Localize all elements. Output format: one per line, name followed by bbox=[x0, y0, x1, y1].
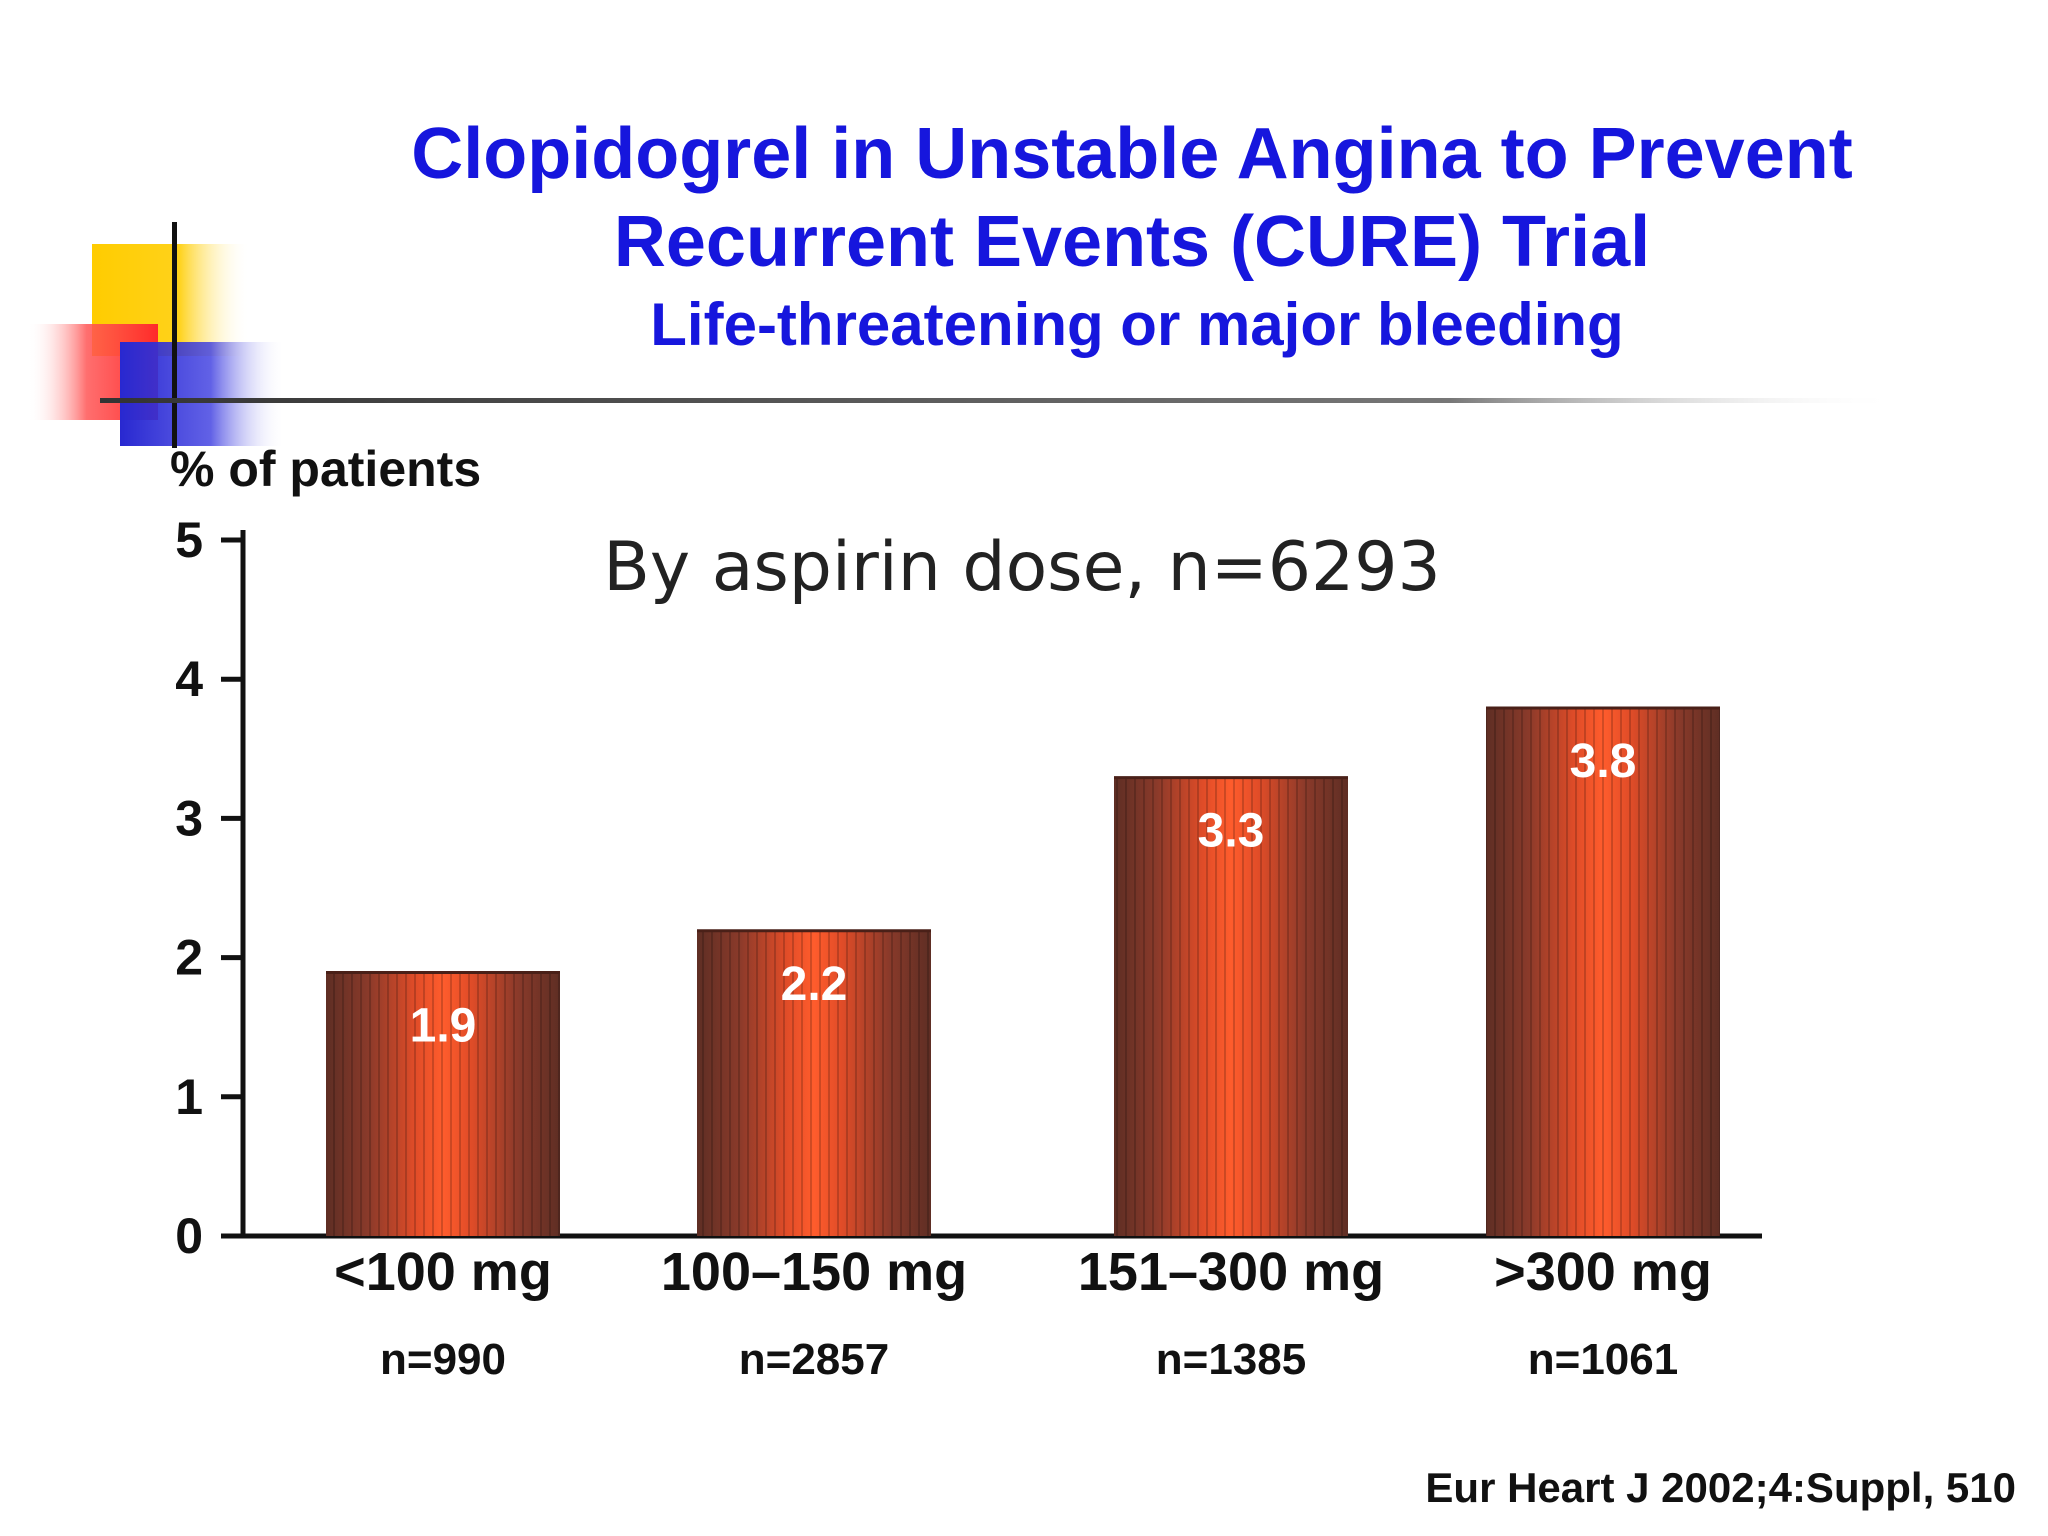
y-axis-label: % of patients bbox=[170, 441, 481, 497]
slide-title-line1: Clopidogrel in Unstable Angina to Preven… bbox=[411, 114, 1852, 194]
bar-texture bbox=[697, 929, 931, 1236]
x-category-label: 100–150 mg bbox=[661, 1242, 967, 1302]
citation: Eur Heart J 2002;4:Suppl, 510 bbox=[1425, 1464, 2016, 1511]
slide-title-line2: Recurrent Events (CURE) Trial bbox=[614, 202, 1650, 282]
bar-data-label: 2.2 bbox=[781, 958, 848, 1011]
x-sample-size-label: n=1385 bbox=[1156, 1335, 1306, 1384]
x-category-label: >300 mg bbox=[1494, 1242, 1712, 1302]
decorative-squares-icon bbox=[28, 222, 285, 448]
y-tick-label: 3 bbox=[175, 790, 203, 846]
y-axis-ticks: 0 1 2 3 4 5 bbox=[175, 512, 243, 1264]
chart-title: By aspirin dose, n=6293 bbox=[603, 528, 1441, 607]
bar-texture bbox=[326, 971, 560, 1236]
bar-data-label: 3.3 bbox=[1198, 805, 1265, 858]
y-tick-label: 4 bbox=[175, 651, 203, 707]
x-category-label: <100 mg bbox=[334, 1242, 552, 1302]
bars: 1.9 <100 mg n=990 2.2 100–150 mg n=2857 3.3 151… bbox=[326, 706, 1720, 1384]
y-tick-label: 0 bbox=[175, 1208, 203, 1264]
y-tick-label: 5 bbox=[175, 512, 203, 568]
bar-texture bbox=[1114, 776, 1348, 1236]
x-category-label: 151–300 mg bbox=[1078, 1242, 1384, 1302]
bar-data-label: 3.8 bbox=[1570, 735, 1637, 788]
slide-subtitle: Life-threatening or major bleeding bbox=[650, 291, 1623, 358]
x-sample-size-label: n=2857 bbox=[739, 1335, 889, 1384]
bar-data-label: 1.9 bbox=[410, 1000, 477, 1053]
bar-texture bbox=[1486, 707, 1720, 1236]
x-sample-size-label: n=990 bbox=[380, 1335, 506, 1384]
x-sample-size-label: n=1061 bbox=[1528, 1335, 1678, 1384]
y-tick-label: 1 bbox=[175, 1069, 203, 1125]
header-rule bbox=[100, 398, 1900, 403]
y-tick-label: 2 bbox=[175, 930, 203, 986]
